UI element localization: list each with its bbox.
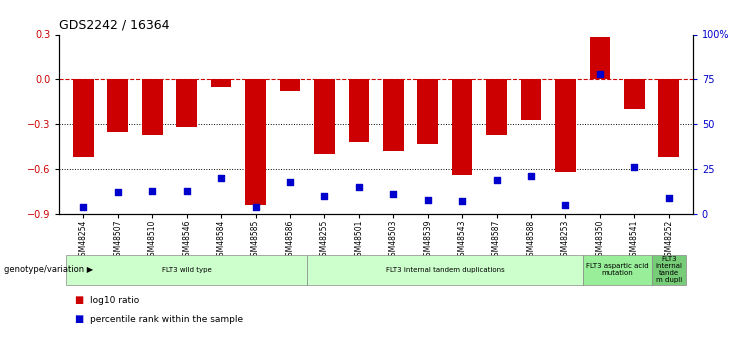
Bar xyxy=(521,79,542,120)
Text: FLT3 internal tandem duplications: FLT3 internal tandem duplications xyxy=(385,267,505,273)
Text: genotype/variation ▶: genotype/variation ▶ xyxy=(4,265,93,275)
Bar xyxy=(73,79,93,157)
Point xyxy=(456,199,468,204)
Point xyxy=(422,197,433,202)
Text: FLT3
internal
tande
m dupli: FLT3 internal tande m dupli xyxy=(655,256,682,284)
Point xyxy=(662,195,674,200)
Text: FLT3 wild type: FLT3 wild type xyxy=(162,267,211,273)
Point xyxy=(250,204,262,209)
Bar xyxy=(314,79,335,154)
Text: log10 ratio: log10 ratio xyxy=(90,296,139,305)
Point xyxy=(491,177,502,183)
Point xyxy=(78,204,90,209)
Bar xyxy=(452,79,473,175)
Bar xyxy=(210,79,231,87)
Bar xyxy=(107,79,128,132)
Text: GDS2242 / 16364: GDS2242 / 16364 xyxy=(59,19,170,32)
Bar xyxy=(308,255,582,285)
Point xyxy=(215,175,227,181)
Bar xyxy=(590,38,610,79)
Text: ■: ■ xyxy=(74,314,83,324)
Bar xyxy=(651,255,686,285)
Point xyxy=(388,191,399,197)
Bar xyxy=(176,79,197,127)
Bar xyxy=(486,79,507,135)
Text: FLT3 aspartic acid
mutation: FLT3 aspartic acid mutation xyxy=(586,264,648,276)
Bar xyxy=(66,255,308,285)
Point xyxy=(594,71,606,77)
Point xyxy=(146,188,158,193)
Bar xyxy=(624,79,645,109)
Bar xyxy=(142,79,162,135)
Bar xyxy=(582,255,651,285)
Bar xyxy=(659,79,679,157)
Text: ■: ■ xyxy=(74,295,83,305)
Point xyxy=(284,179,296,184)
Point xyxy=(525,174,537,179)
Point xyxy=(112,190,124,195)
Bar xyxy=(245,79,266,205)
Point xyxy=(353,184,365,190)
Bar xyxy=(279,79,300,91)
Text: percentile rank within the sample: percentile rank within the sample xyxy=(90,315,244,324)
Bar xyxy=(555,79,576,172)
Point xyxy=(559,202,571,208)
Bar xyxy=(383,79,404,151)
Point xyxy=(628,165,640,170)
Point xyxy=(181,188,193,193)
Bar xyxy=(417,79,438,144)
Bar xyxy=(348,79,369,142)
Point xyxy=(319,193,330,199)
